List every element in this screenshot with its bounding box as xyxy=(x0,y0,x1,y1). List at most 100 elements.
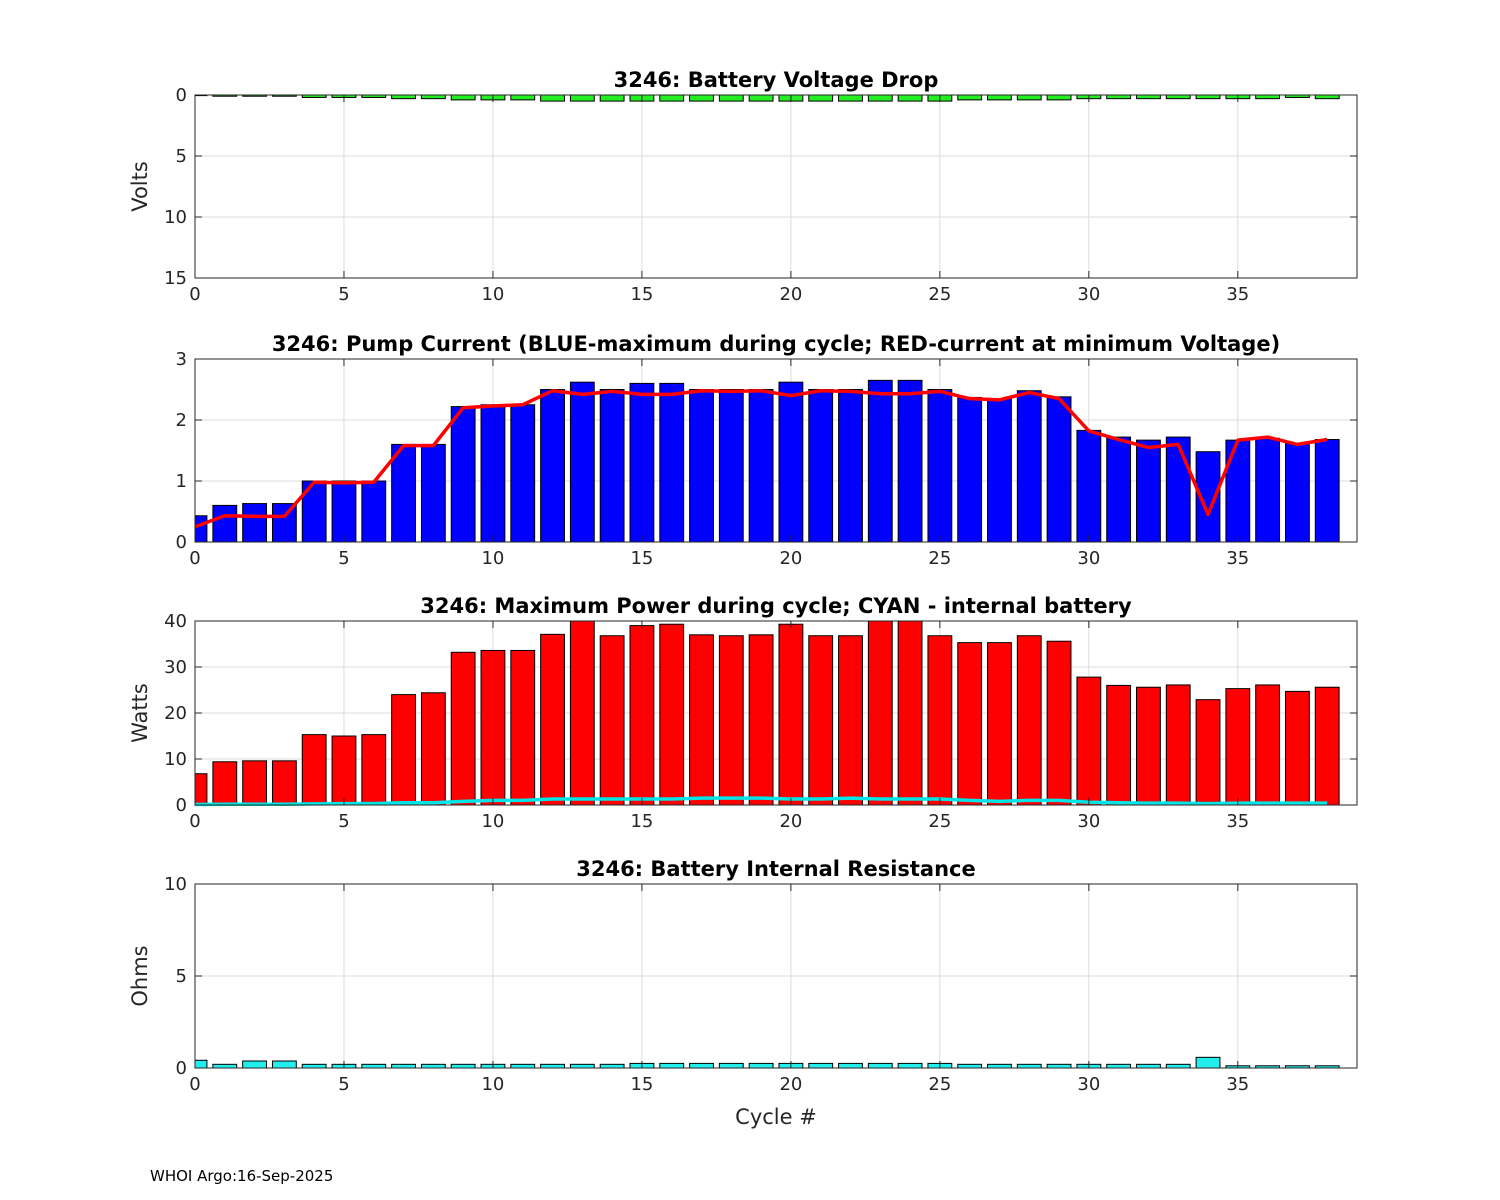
bar xyxy=(1314,439,1340,543)
bar xyxy=(450,406,476,543)
y-axis-label: Volts xyxy=(128,161,152,212)
bar xyxy=(957,1063,983,1069)
bar xyxy=(569,620,595,806)
bar xyxy=(1016,1063,1042,1069)
bar xyxy=(599,635,625,806)
y-tick-label: 0 xyxy=(176,795,187,816)
bar xyxy=(987,1063,1012,1069)
bar xyxy=(242,1060,268,1069)
bar xyxy=(391,694,416,806)
bar xyxy=(718,635,744,806)
plot-area xyxy=(195,359,1357,542)
bar xyxy=(1136,94,1161,100)
bar xyxy=(897,620,923,806)
bar xyxy=(480,404,506,543)
bar xyxy=(748,94,774,102)
chart-current: 0 5 10 15 20 25 30 35 0 1 2 3 3246: Pump Current (BL… xyxy=(176,332,1358,569)
bar xyxy=(450,651,476,806)
bar xyxy=(1195,94,1221,100)
bar xyxy=(1136,686,1161,806)
bar xyxy=(1225,439,1251,543)
bar xyxy=(867,94,893,102)
x-tick-label: 35 xyxy=(1226,811,1249,832)
x-tick-label: 25 xyxy=(928,811,951,832)
bar xyxy=(1106,684,1132,806)
bar xyxy=(420,94,446,100)
bar xyxy=(480,649,506,806)
x-tick-label: 0 xyxy=(189,548,200,569)
bar xyxy=(301,734,327,806)
x-tick-label: 30 xyxy=(1077,284,1100,305)
bar xyxy=(897,379,923,543)
bar xyxy=(629,625,655,806)
bar xyxy=(242,503,268,543)
bar xyxy=(659,94,685,102)
x-tick-label: 15 xyxy=(630,1074,653,1095)
x-tick-label: 20 xyxy=(779,284,802,305)
plot-area xyxy=(195,95,1357,278)
bar xyxy=(212,761,238,806)
bar xyxy=(778,381,804,543)
bar xyxy=(1136,439,1161,543)
bar xyxy=(957,396,983,543)
y-tick-label: 3 xyxy=(176,349,187,370)
x-tick-label: 5 xyxy=(338,811,349,832)
bar xyxy=(420,1063,446,1069)
bar xyxy=(748,389,774,543)
x-tick-label: 5 xyxy=(338,284,349,305)
bar xyxy=(1046,396,1072,543)
bar xyxy=(450,1063,476,1069)
bar xyxy=(540,1063,565,1069)
bar xyxy=(1076,676,1102,806)
bar xyxy=(194,515,208,543)
bar xyxy=(1284,442,1310,543)
bar xyxy=(718,1062,744,1069)
chart-title: 3246: Battery Voltage Drop xyxy=(614,68,939,92)
bar xyxy=(838,635,863,806)
bar xyxy=(838,94,863,102)
bar xyxy=(569,1063,595,1069)
bar xyxy=(629,382,655,543)
bar xyxy=(420,692,446,806)
x-tick-label: 15 xyxy=(630,811,653,832)
x-tick-label: 5 xyxy=(338,548,349,569)
bar xyxy=(987,94,1012,101)
bar xyxy=(1165,94,1191,100)
bar xyxy=(897,94,923,102)
x-tick-label: 5 xyxy=(338,1074,349,1095)
y-tick-label: 10 xyxy=(164,749,187,770)
x-tick-label: 10 xyxy=(481,1074,504,1095)
bar xyxy=(1255,437,1281,543)
chart-title: 3246: Maximum Power during cycle; CYAN -… xyxy=(420,594,1132,618)
bar xyxy=(1016,94,1042,101)
x-tick-label: 30 xyxy=(1077,548,1100,569)
bar xyxy=(1195,699,1221,806)
bar xyxy=(808,389,834,543)
y-tick-label: 0 xyxy=(176,85,187,106)
chart-title: 3246: Battery Internal Resistance xyxy=(576,857,976,881)
bar xyxy=(1255,684,1281,806)
y-axis-label: Watts xyxy=(128,683,152,743)
bar xyxy=(510,649,536,806)
bar xyxy=(897,1062,923,1069)
bar xyxy=(987,398,1012,543)
chart-resistance: 0 5 10 15 20 25 30 35 0 5 10 3246: Battery Internal… xyxy=(128,857,1358,1129)
y-tick-label: 40 xyxy=(164,611,187,632)
bar xyxy=(1076,429,1102,543)
bar xyxy=(599,389,625,543)
bar xyxy=(212,1063,238,1069)
bar xyxy=(718,389,744,543)
bar xyxy=(599,94,625,102)
axes-box xyxy=(194,358,1358,543)
bar xyxy=(778,623,804,806)
bar xyxy=(391,94,416,100)
x-tick-label: 15 xyxy=(630,548,653,569)
bar xyxy=(331,480,357,543)
bar xyxy=(540,633,565,806)
bar xyxy=(987,642,1012,806)
series-line xyxy=(194,388,1328,529)
bar xyxy=(1136,1063,1161,1069)
bar xyxy=(1314,686,1340,806)
x-tick-label: 20 xyxy=(779,1074,802,1095)
y-tick-label: 5 xyxy=(176,966,187,987)
